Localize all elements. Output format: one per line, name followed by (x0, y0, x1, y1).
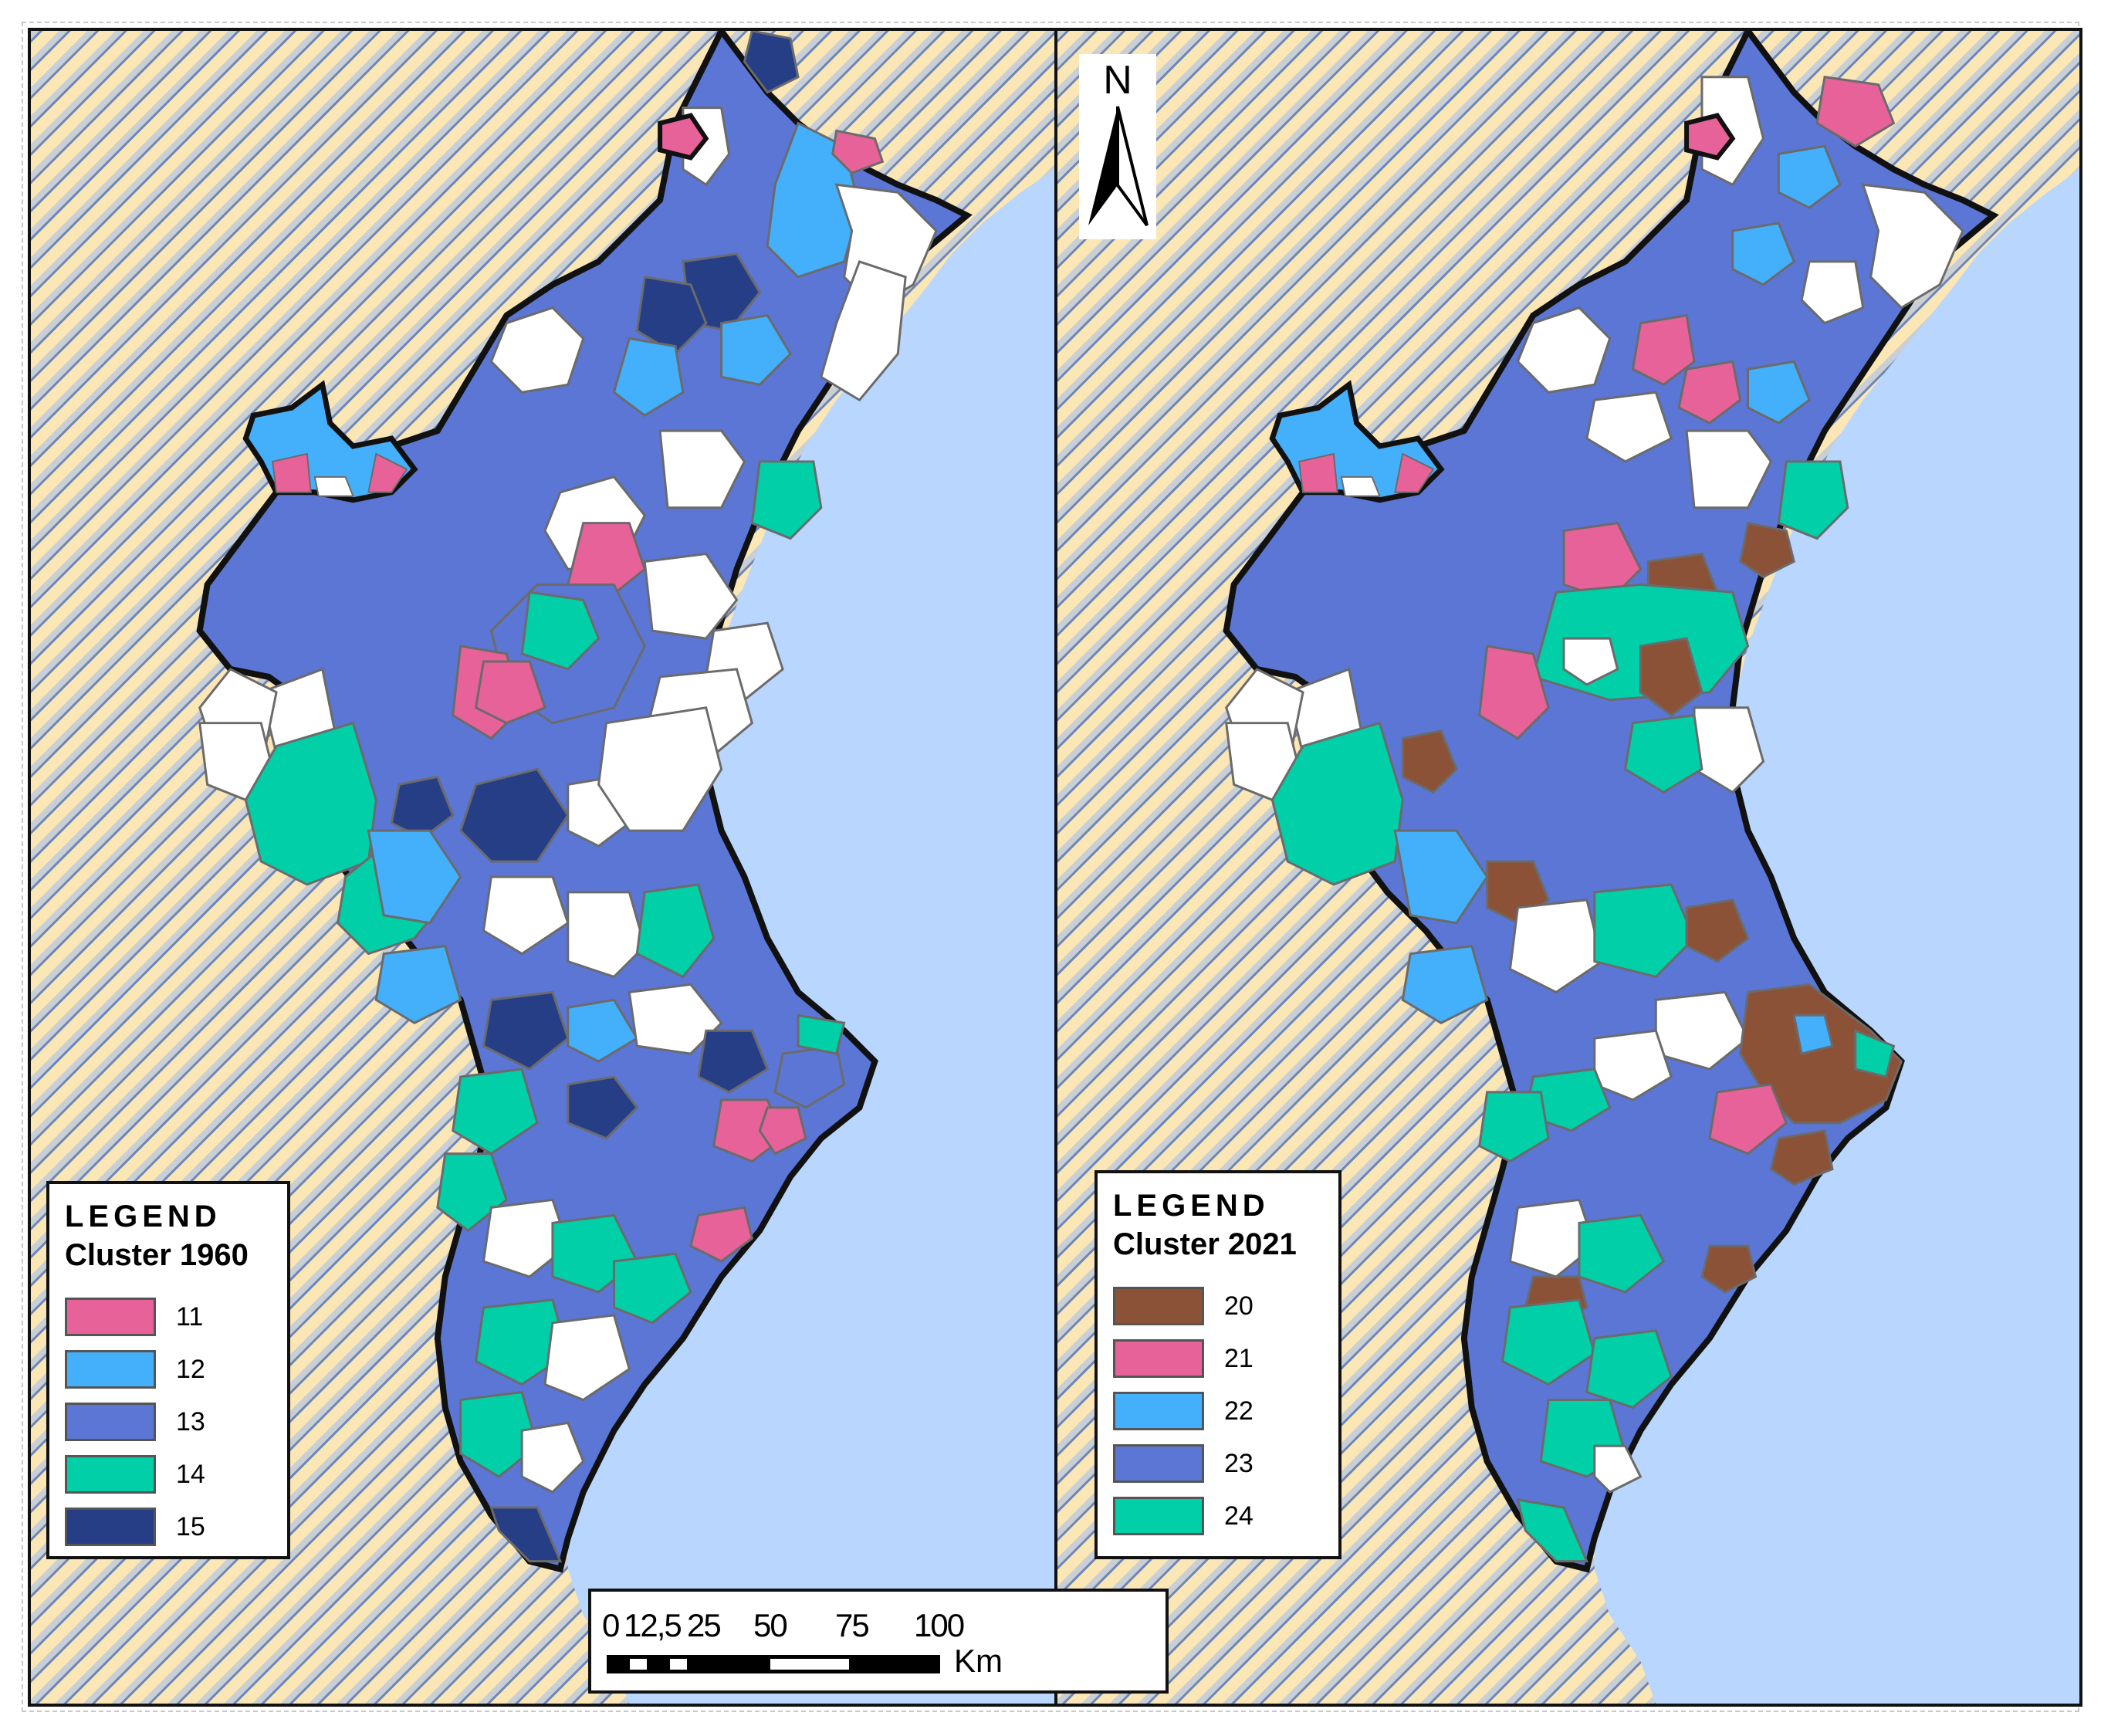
scale-tick-25: 25 (687, 1607, 722, 1643)
legend-item-14: 14 (65, 1448, 272, 1501)
north-arrow-icon (1088, 106, 1149, 227)
legend-item-11: 11 (65, 1291, 272, 1343)
legend-swatch (1113, 1444, 1204, 1483)
legend-swatch (1113, 1287, 1204, 1325)
legend-item-15: 15 (65, 1501, 272, 1553)
scale-bar-graphic (607, 1655, 940, 1673)
north-arrow: N (1079, 54, 1156, 239)
legend-item-23: 23 (1113, 1437, 1323, 1490)
legend-label: 12 (176, 1354, 205, 1384)
municipality-clusters-2021 (1224, 76, 1964, 1563)
legend-label: 15 (176, 1511, 205, 1541)
legend-title: LEGEND (65, 1200, 222, 1233)
legend-label: 24 (1224, 1501, 1253, 1531)
legend-swatch (65, 1508, 156, 1546)
scale-tick-100: 100 (914, 1607, 965, 1643)
legend-title: LEGEND (1113, 1189, 1270, 1223)
legend-swatch (1113, 1497, 1204, 1535)
legend-2021: LEGEND Cluster 2021 20 21 22 23 24 (1094, 1170, 1341, 1559)
scale-bar: 0 12,5 25 50 75 100 Km (588, 1589, 1169, 1694)
legend-label: 20 (1224, 1291, 1253, 1321)
map-panel-2021: N LEGEND Cluster 2021 20 21 22 23 24 (1054, 28, 2082, 1707)
legend-label: 23 (1224, 1448, 1253, 1478)
scale-unit: Km (954, 1643, 1003, 1679)
legend-swatch (65, 1403, 156, 1441)
legend-subtitle: Cluster 1960 (65, 1238, 249, 1272)
legend-item-24: 24 (1113, 1490, 1323, 1542)
legend-label: 14 (176, 1459, 205, 1489)
legend-swatch (1113, 1339, 1204, 1378)
scale-tick-75: 75 (835, 1607, 870, 1643)
region-outline (1223, 31, 1999, 1573)
scale-tick-50: 50 (753, 1607, 788, 1643)
north-label: N (1103, 58, 1132, 103)
legend-label: 22 (1224, 1396, 1253, 1426)
scale-segment (770, 1659, 849, 1670)
legend-swatch (1113, 1392, 1204, 1430)
legend-item-12: 12 (65, 1343, 272, 1396)
scale-segment (670, 1659, 687, 1670)
legend-swatch (65, 1350, 156, 1389)
scale-tick-12-5: 12,5 (624, 1607, 682, 1643)
legend-item-22: 22 (1113, 1385, 1323, 1437)
legend-swatch (65, 1298, 156, 1336)
legend-1960: LEGEND Cluster 1960 11 12 13 14 15 (46, 1181, 290, 1559)
legend-label: 13 (176, 1406, 205, 1437)
legend-subtitle: Cluster 2021 (1113, 1227, 1297, 1261)
legend-item-13: 13 (65, 1396, 272, 1448)
map-panel-1960: LEGEND Cluster 1960 11 12 13 14 15 (28, 28, 1057, 1707)
municipality-clusters-1960 (198, 31, 938, 1563)
legend-swatch (65, 1455, 156, 1494)
legend-item-20: 20 (1113, 1280, 1323, 1332)
legend-item-21: 21 (1113, 1332, 1323, 1385)
legend-label: 21 (1224, 1343, 1253, 1373)
scale-tick-0: 0 (602, 1607, 620, 1643)
scale-segment (630, 1659, 647, 1670)
legend-label: 11 (176, 1301, 204, 1332)
